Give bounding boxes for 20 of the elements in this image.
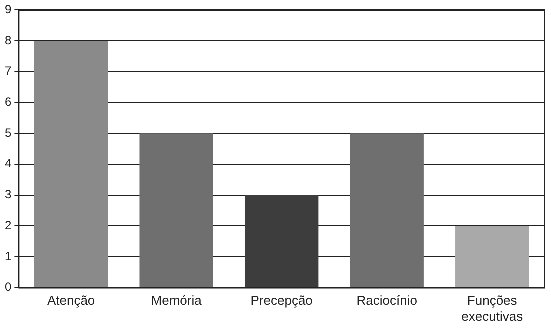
bar (456, 226, 530, 288)
bar (350, 134, 424, 288)
y-tick-label: 9 (4, 2, 12, 17)
x-tick-label: Funções executivas (462, 293, 524, 324)
y-tick-label: 7 (4, 64, 12, 78)
y-tick-label: 2 (4, 218, 12, 232)
y-tick-label: 6 (4, 95, 12, 110)
y-tick-label: 3 (4, 188, 12, 202)
x-tick-label: Precepção (250, 293, 313, 308)
y-tick-label: 1 (4, 249, 12, 264)
x-tick-label: Raciocínio (356, 293, 418, 308)
y-tick-label: 4 (4, 156, 12, 171)
y-tick-label: 8 (4, 33, 12, 48)
x-tick-label: Atenção (47, 293, 96, 308)
x-tick-label: Memória (151, 293, 203, 308)
bar (34, 41, 108, 288)
bar (244, 195, 319, 288)
bar (140, 134, 214, 288)
y-tick-label: 0 (4, 280, 12, 294)
y-tick-label: 5 (4, 126, 12, 140)
